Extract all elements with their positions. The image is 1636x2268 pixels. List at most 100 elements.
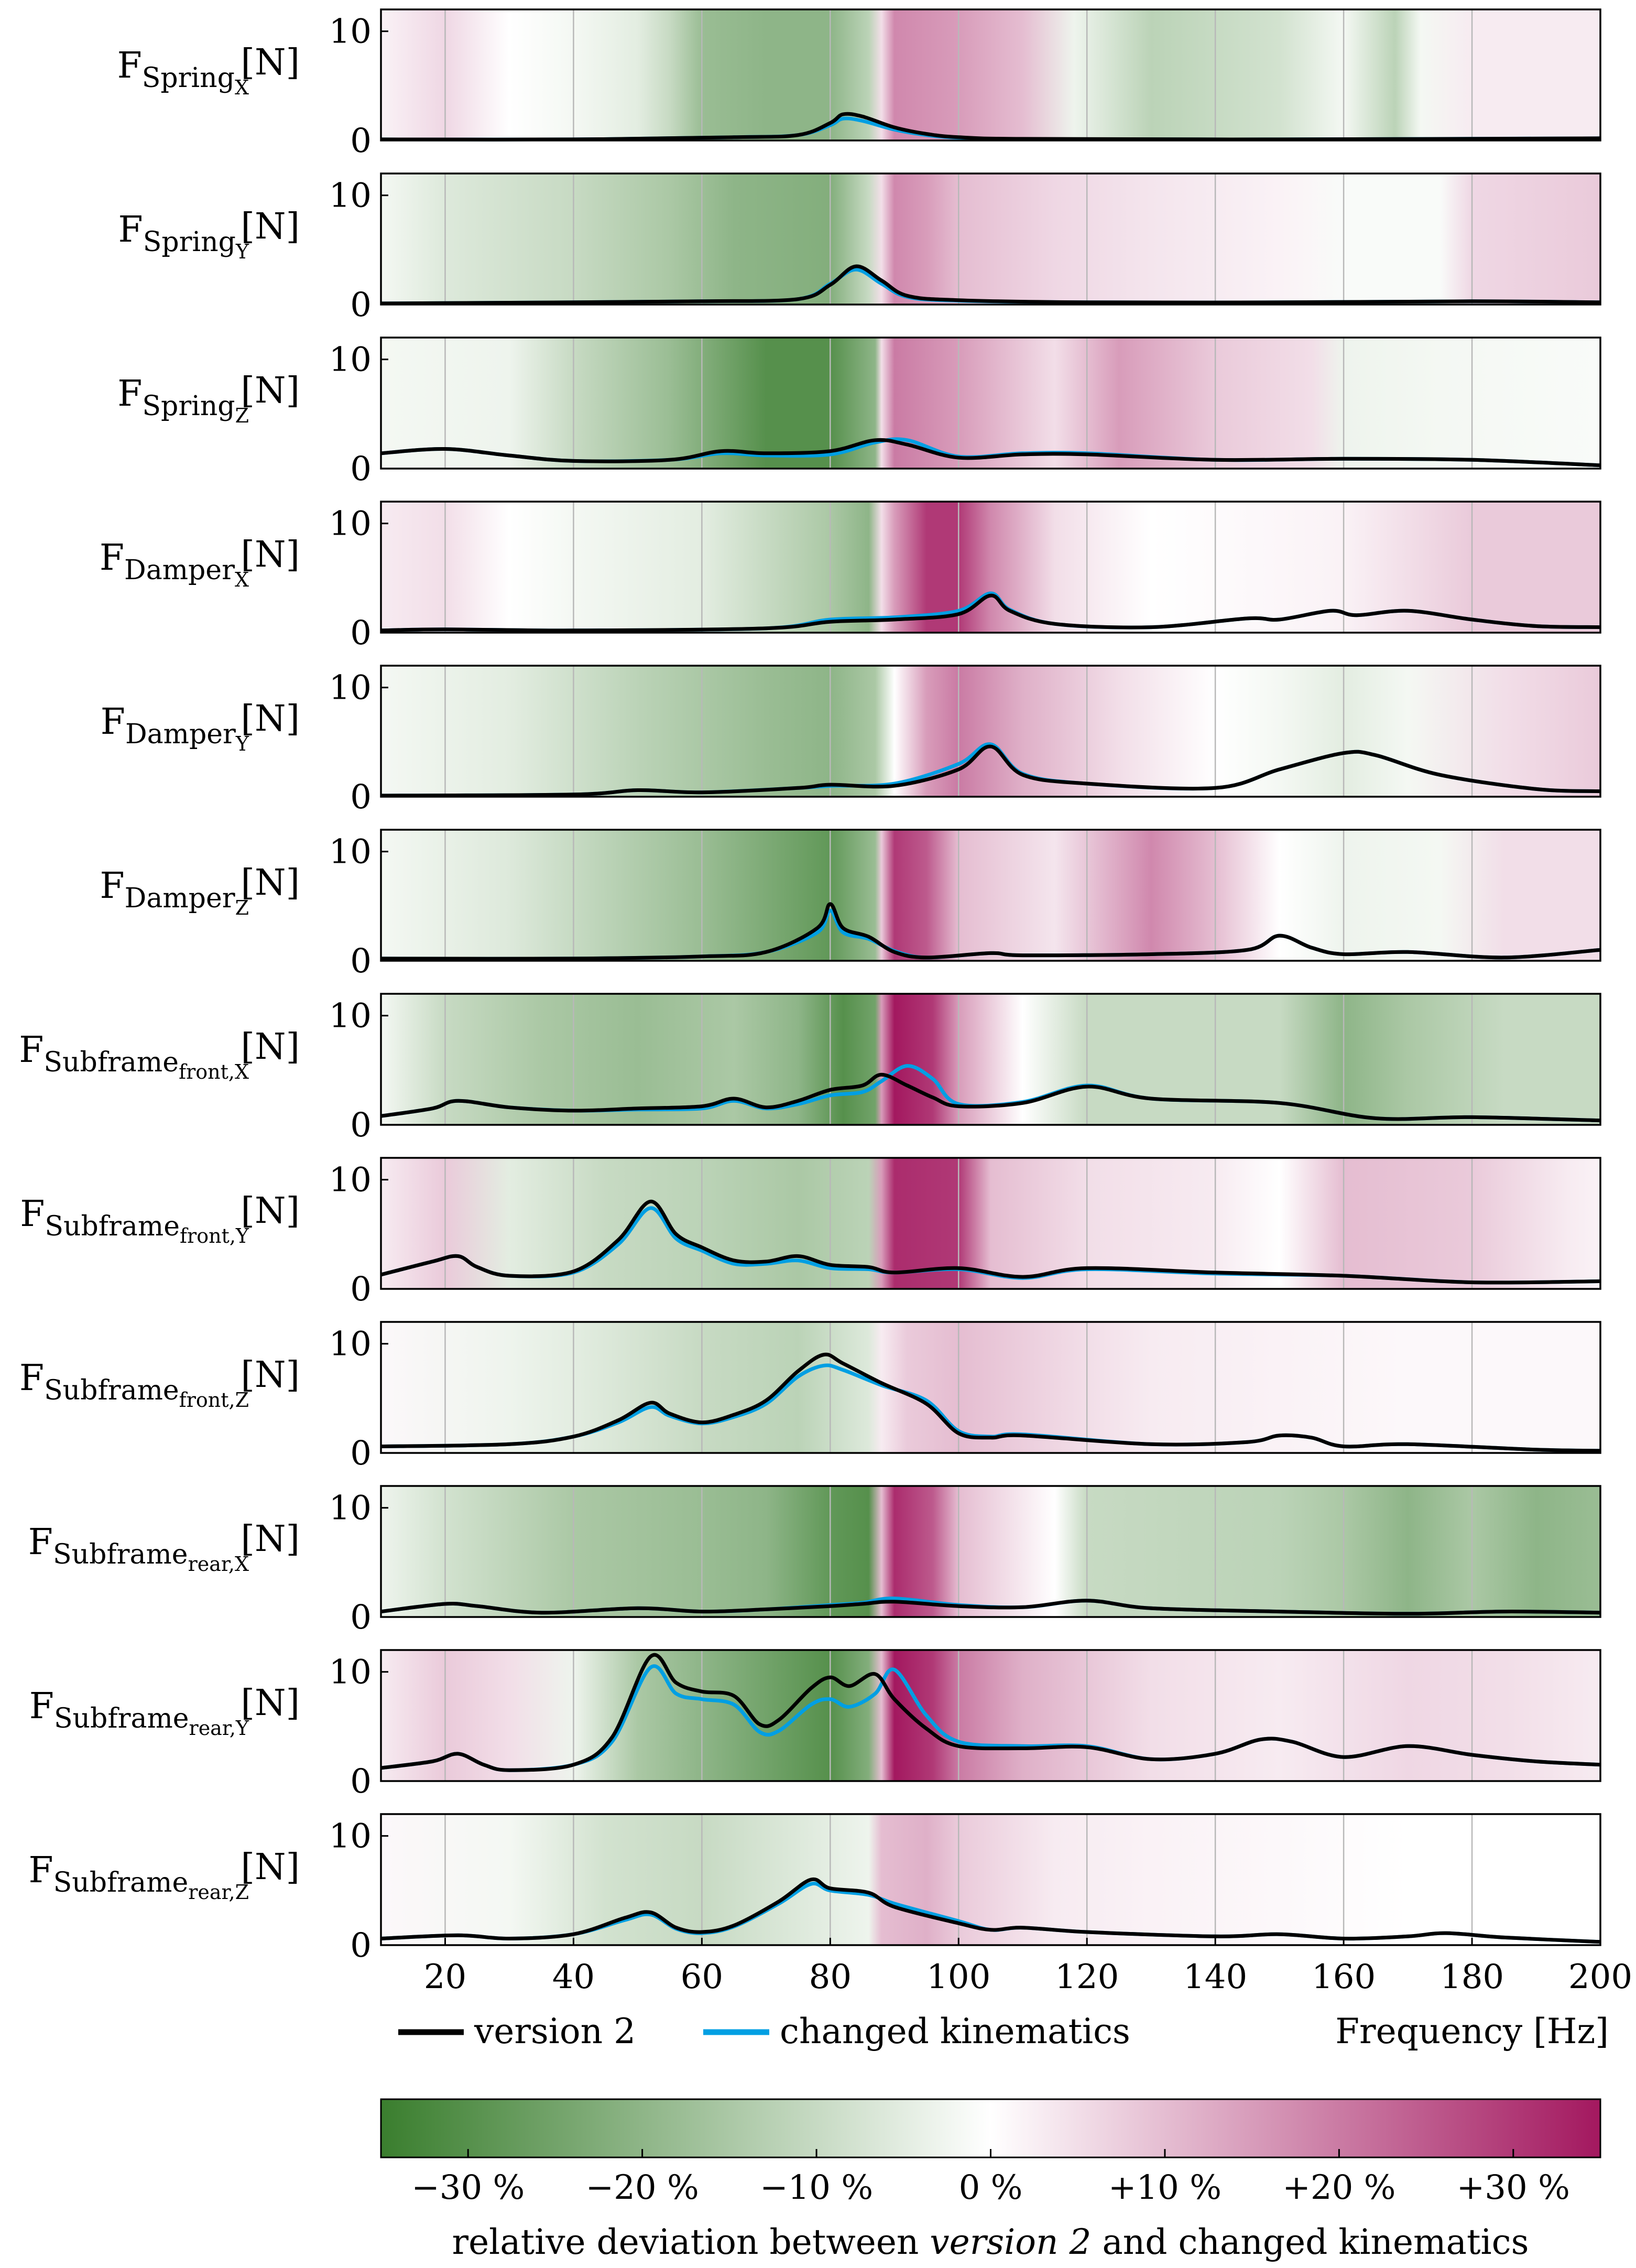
panel-10: 0 10 FSubframerear,X[N] (28, 1485, 1601, 1637)
panel-2-ytick-label: 10 (329, 177, 372, 215)
panel-label-sub: Subframe (45, 1211, 180, 1242)
legend: version 2 changed kinematics Frequency [… (398, 2011, 1609, 2052)
panel-6-ytick-label: 10 (329, 833, 372, 872)
panel-10-ytick-label: 0 (350, 1598, 372, 1637)
panel-label-subsub: X (235, 76, 249, 99)
panel-8-unit: [N] (241, 1190, 300, 1232)
panel-2-frame (380, 172, 1601, 306)
panel-5-ytick-label: 10 (329, 669, 372, 708)
panel-9-ytick-label: 0 (350, 1434, 372, 1473)
panel-1-ytick-label: 0 (350, 122, 372, 160)
colorbar-tick-label: 0 % (959, 2168, 1023, 2207)
panel-9-label: FSubframefront,Z (19, 1358, 249, 1412)
panel-9-frame (380, 1321, 1601, 1454)
panel-5: 0 10 FDamperY[N] (101, 665, 1601, 817)
panel-4-unit: [N] (241, 534, 300, 576)
panel-3-version2-line (380, 438, 1601, 468)
panel-3-ytick-label: 0 (350, 450, 372, 489)
panel-label-sub: Spring (142, 62, 235, 94)
panel-label-sub: Subframe (44, 1375, 179, 1406)
panel-11-frame (380, 1649, 1601, 1782)
panel-8-frame (380, 1157, 1601, 1290)
panel-label-base: F (28, 1522, 53, 1563)
panel-1-unit: [N] (241, 42, 300, 83)
panel-11-unit: [N] (241, 1683, 300, 1724)
panel-9-ytick-label: 10 (329, 1325, 372, 1364)
panel-6-ytick-label: 0 (350, 942, 372, 981)
panel-11-version2-line (380, 1653, 1601, 1772)
panel-label-subsub: rear,Y (189, 1717, 249, 1740)
panel-6-frame (380, 829, 1601, 962)
panel-12-version2-line (380, 1877, 1601, 1944)
colorbar-tick-label: +10 % (1108, 2168, 1221, 2207)
panel-4: 0 10 FDamperX[N] (100, 501, 1601, 653)
panel-label-subsub: rear,X (188, 1553, 249, 1576)
panel-11-ytick-label: 0 (350, 1762, 372, 1801)
panel-label-subsub: Z (235, 404, 249, 427)
panel-label-sub: Spring (143, 226, 236, 258)
colorbar: −30 % −20 % −10 % 0 % +10 % +20 % +30 % relati… (380, 2098, 1601, 2262)
panel-7-frame (380, 993, 1601, 1126)
panel-8-label: FSubframefront,Y (20, 1193, 249, 1247)
x-axis-tick-label: 40 (552, 1958, 595, 1996)
panel-2-label: FSpringY (118, 209, 249, 263)
panel-5-deviation-background (381, 666, 1600, 797)
panel-1-frame (380, 8, 1601, 142)
panel-12-deviation-background (381, 1814, 1600, 1945)
panel-8: 0 10 FSubframefront,Y[N] (20, 1157, 1601, 1309)
panel-9-deviation-background (381, 1322, 1600, 1453)
panel-label-sub: Damper (125, 719, 236, 750)
panel-4-version2-line (380, 593, 1601, 633)
x-axis-tick-label: 120 (1055, 1958, 1119, 1996)
panel-label-sub: Spring (142, 390, 235, 422)
panel-3-label: FSpringZ (117, 373, 249, 427)
colorbar-tick-label: −20 % (586, 2168, 699, 2207)
chart-panels: 010FSpringX[N]010FSpringY[N]010FSpringZ[… (19, 8, 1601, 1965)
x-axis-tick-label: 140 (1183, 1958, 1247, 1996)
panel-7-ytick-label: 10 (329, 997, 372, 1036)
panel-5-frame (380, 665, 1601, 798)
panel-label-subsub: Y (235, 240, 249, 263)
panel-label-base: F (117, 45, 142, 86)
panel-5-ytick-label: 0 (350, 778, 372, 817)
panel-7-deviation-background (381, 994, 1600, 1125)
panel-12-frame (380, 1813, 1601, 1946)
panel-2-ytick-label: 0 (350, 286, 372, 324)
panel-label-subsub: front,Y (180, 1224, 249, 1247)
colorbar-label-italic: version 2 (930, 2222, 1091, 2262)
panel-2-deviation-background (381, 173, 1600, 305)
panel-label-base: F (19, 1029, 43, 1071)
x-axis-label: Frequency [Hz] (1335, 2011, 1609, 2052)
panel-12-ytick-label: 10 (329, 1817, 372, 1856)
panel-label-subsub: Z (235, 896, 249, 919)
panel-1-deviation-background (381, 9, 1600, 140)
panel-4-label: FDamperX (100, 537, 249, 591)
panel-10-ytick-label: 10 (329, 1489, 372, 1528)
panel-5-unit: [N] (241, 698, 300, 740)
panel-1-version2-line (380, 112, 1601, 142)
panel-label-base: F (117, 373, 142, 415)
colorbar-tick-label: +30 % (1457, 2168, 1570, 2207)
legend-version2-label: version 2 (474, 2011, 636, 2052)
panel-10-label: FSubframerear,X (28, 1522, 249, 1576)
colorbar-tick-label: +20 % (1282, 2168, 1395, 2207)
legend-changed-label: changed kinematics (780, 2011, 1130, 2052)
panel-12-ytick-label: 0 (350, 1926, 372, 1965)
panel-7-ytick-label: 0 (350, 1106, 372, 1145)
panel-9-version2-line (380, 1352, 1601, 1453)
x-axis-tick-label: 80 (809, 1958, 852, 1996)
panel-4-ytick-label: 0 (350, 614, 372, 653)
panel-label-subsub: front,Z (179, 1388, 249, 1412)
panel-8-ytick-label: 10 (329, 1161, 372, 1200)
panel-label-base: F (100, 537, 124, 579)
panel-3-ytick-label: 10 (329, 341, 372, 379)
panel-label-base: F (118, 209, 143, 251)
x-axis: 20 40 60 80 100 120 140 160 180 200 (424, 1938, 1632, 1996)
panel-9-unit: [N] (241, 1354, 300, 1396)
colorbar-label: relative deviation between version 2 and… (452, 2222, 1529, 2262)
panel-1-ytick-label: 10 (329, 13, 372, 51)
panel-3-unit: [N] (241, 370, 300, 411)
panel-12: 0 10 FSubframerear,Z[N] (28, 1813, 1601, 1965)
panel-label-sub: Subframe (43, 1047, 179, 1078)
panel-1: 0 10 FSpringX[N] (117, 8, 1601, 160)
